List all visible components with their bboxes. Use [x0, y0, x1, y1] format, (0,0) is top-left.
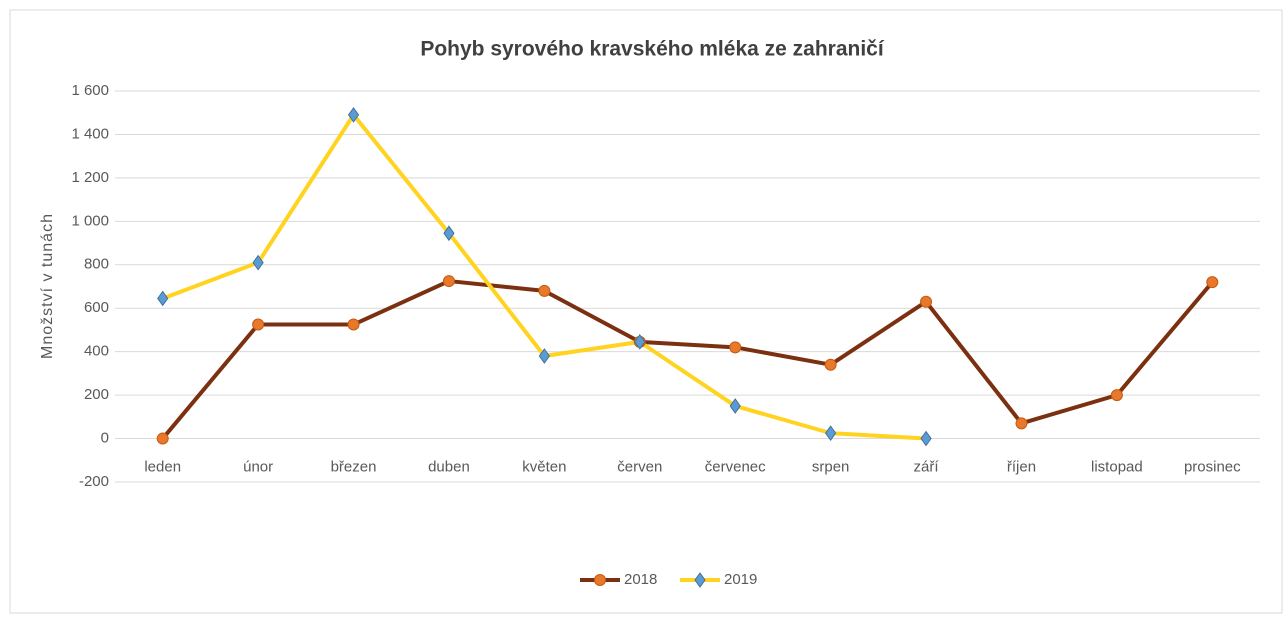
data-marker	[252, 254, 264, 271]
y-tick-label: 0	[101, 430, 109, 447]
data-marker	[920, 430, 932, 447]
data-marker	[1206, 276, 1219, 289]
y-tick-label: 1 400	[71, 125, 109, 142]
x-tick-label: říjen	[1007, 459, 1036, 476]
data-marker	[538, 284, 551, 297]
x-tick-label: červenec	[705, 459, 766, 476]
data-marker	[920, 295, 933, 308]
x-tick-label: duben	[428, 459, 470, 476]
data-marker	[1015, 417, 1028, 430]
x-tick-label: listopad	[1091, 459, 1143, 476]
y-tick-label: 200	[84, 386, 109, 403]
legend-label: 2019	[724, 571, 757, 588]
legend-label: 2018	[624, 571, 657, 588]
data-marker	[347, 107, 360, 123]
data-marker	[157, 290, 169, 307]
series-line	[161, 279, 1214, 440]
x-tick-label: březen	[331, 459, 377, 476]
x-tick-label: únor	[243, 459, 273, 476]
legend-marker	[694, 572, 706, 588]
chart-frame	[9, 9, 1283, 614]
data-marker	[729, 341, 742, 354]
chart-title: Pohyb syrového kravského mléka ze zahran…	[420, 38, 885, 61]
data-marker	[252, 318, 265, 331]
data-marker	[824, 358, 837, 371]
y-axis-label: Množství v tunách	[39, 213, 56, 359]
x-tick-label: září	[914, 459, 940, 476]
x-tick-label: červen	[617, 459, 662, 476]
y-tick-label: 400	[84, 343, 109, 360]
data-marker	[347, 318, 360, 331]
y-tick-label: 800	[84, 256, 109, 273]
x-tick-label: květen	[522, 459, 566, 476]
data-marker	[443, 225, 455, 242]
y-tick-label: 1 200	[71, 169, 109, 186]
data-marker	[825, 425, 837, 441]
data-marker	[538, 348, 550, 364]
x-tick-label: prosinec	[1184, 459, 1241, 476]
x-tick-label: leden	[144, 459, 181, 476]
y-tick-label: 600	[84, 299, 109, 316]
y-tick-label: -200	[79, 473, 109, 490]
legend-marker	[594, 574, 606, 586]
data-marker	[1110, 389, 1123, 402]
data-marker	[442, 275, 455, 288]
data-marker	[634, 334, 646, 350]
x-tick-label: srpen	[812, 459, 850, 476]
y-tick-label: 1 000	[71, 212, 109, 229]
data-marker	[156, 432, 169, 445]
data-marker	[729, 398, 741, 414]
y-tick-label: 1 600	[71, 82, 109, 99]
